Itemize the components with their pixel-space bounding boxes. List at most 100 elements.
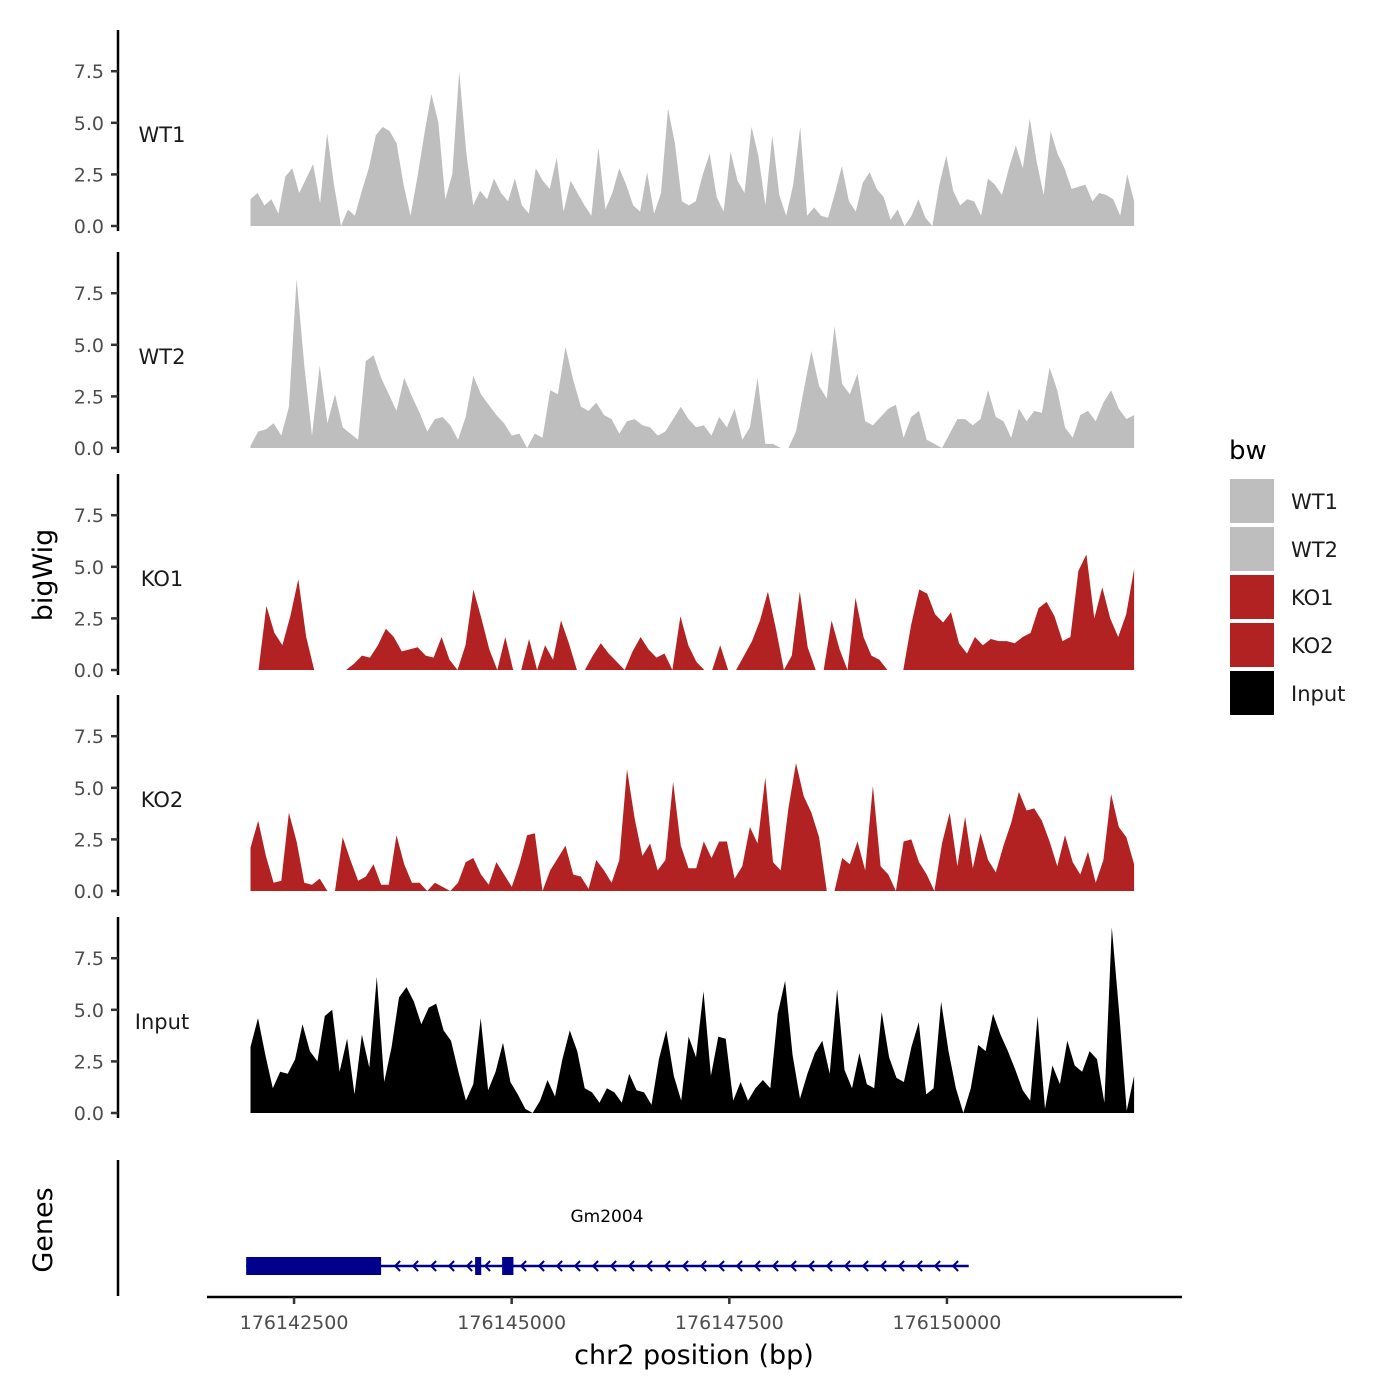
track-label-ko1: KO1: [141, 567, 184, 591]
strand-arrow: [951, 1260, 959, 1272]
y-tick-label: 0.0: [74, 660, 104, 682]
genes-track: Genes Gm2004: [28, 1160, 969, 1296]
coverage-area-input: [250, 927, 1135, 1113]
y-tick-label: 2.5: [74, 1051, 104, 1073]
legend-items: WT1 WT2 KO1 KO2 Input: [1230, 479, 1345, 715]
strand-arrow: [897, 1260, 905, 1272]
strand-arrow: [663, 1260, 671, 1272]
strand-arrow: [825, 1260, 833, 1272]
strand-arrow: [807, 1260, 815, 1272]
strand-arrow: [429, 1260, 437, 1272]
strand-arrow: [465, 1260, 473, 1272]
legend-label: KO2: [1291, 634, 1334, 658]
gene-model-gm2004: [246, 1257, 969, 1275]
strand-arrow: [789, 1260, 797, 1272]
strand-arrow: [519, 1260, 527, 1272]
strand-arrow: [627, 1260, 635, 1272]
y-tick-label: 5.0: [74, 557, 104, 579]
track-ko2: 0.0 2.5 5.0 7.5 KO2: [74, 695, 1135, 903]
legend-item-input: Input: [1230, 671, 1345, 715]
x-tick-label: 176150000: [893, 1312, 1002, 1334]
y-tick-label: 0.0: [74, 1103, 104, 1125]
strand-arrow: [717, 1260, 725, 1272]
y-tick-label: 7.5: [74, 283, 104, 305]
strand-arrow: [843, 1260, 851, 1272]
legend-item-ko2: KO2: [1230, 623, 1334, 667]
gene-exon: [246, 1257, 382, 1275]
legend-swatch: [1230, 623, 1274, 667]
gene-exon: [502, 1257, 514, 1275]
legend-swatch: [1230, 575, 1274, 619]
track-label-wt2: WT2: [139, 345, 186, 369]
y-tick-label: 5.0: [74, 335, 104, 357]
strand-arrow: [537, 1260, 545, 1272]
legend-title: bw: [1229, 436, 1267, 466]
legend-label: WT2: [1291, 538, 1338, 562]
strand-arrow: [681, 1260, 689, 1272]
track-label-wt1: WT1: [139, 123, 186, 147]
y-tick-label: 5.0: [74, 113, 104, 135]
track-label-input: Input: [135, 1010, 189, 1034]
x-tick-label: 176142500: [240, 1312, 349, 1334]
track-ko1: 0.0 2.5 5.0 7.5 KO1: [74, 474, 1135, 682]
y-tick-label: 2.5: [74, 608, 104, 630]
strand-arrow: [879, 1260, 887, 1272]
x-tick-label: 176145000: [457, 1312, 566, 1334]
strand-arrow: [483, 1260, 491, 1272]
legend-item-ko1: KO1: [1230, 575, 1334, 619]
legend-label: KO1: [1291, 586, 1334, 610]
y-tick-label: 0.0: [74, 881, 104, 903]
legend-item-wt2: WT2: [1230, 527, 1338, 571]
strand-arrow: [447, 1260, 455, 1272]
strand-arrow: [735, 1260, 743, 1272]
coverage-tracks: 0.0 2.5 5.0 7.5 WT1 0.0 2.5 5.0 7.5 WT2 0.0 2.5 5.0 7…: [74, 30, 1135, 1125]
strand-arrow: [771, 1260, 779, 1272]
track-wt1: 0.0 2.5 5.0 7.5 WT1: [74, 30, 1135, 238]
strand-arrow: [573, 1260, 581, 1272]
track-input: 0.0 2.5 5.0 7.5 Input: [74, 917, 1135, 1125]
legend-label: Input: [1291, 682, 1345, 706]
y-tick-label: 7.5: [74, 61, 104, 83]
y-tick-label: 5.0: [74, 1000, 104, 1022]
genes-track-title: Genes: [28, 1187, 59, 1272]
gene-name-label: Gm2004: [571, 1207, 644, 1227]
strand-arrow: [609, 1260, 617, 1272]
x-axis: 176142500 176145000 176147500 176150000 chr…: [207, 1295, 1182, 1371]
y-tick-label: 2.5: [74, 164, 104, 186]
strand-arrow: [393, 1260, 401, 1272]
gene-exon: [475, 1257, 482, 1275]
track-label-ko2: KO2: [141, 788, 184, 812]
y-axis-title: bigWig: [28, 529, 59, 622]
y-tick-label: 7.5: [74, 948, 104, 970]
y-tick-label: 0.0: [74, 438, 104, 460]
strand-arrow: [591, 1260, 599, 1272]
legend-swatch: [1230, 671, 1274, 715]
y-tick-label: 0.0: [74, 216, 104, 238]
strand-arrow: [645, 1260, 653, 1272]
coverage-area-wt1: [250, 71, 1135, 226]
strand-arrow: [411, 1260, 419, 1272]
strand-arrow: [915, 1260, 923, 1272]
coverage-area-wt2: [250, 278, 1135, 448]
strand-arrow: [699, 1260, 707, 1272]
legend-label: WT1: [1291, 490, 1338, 514]
x-tick-label: 176147500: [675, 1312, 784, 1334]
legend-swatch: [1230, 479, 1274, 523]
strand-arrow: [753, 1260, 761, 1272]
y-tick-label: 7.5: [74, 726, 104, 748]
legend-swatch: [1230, 527, 1274, 571]
y-tick-label: 7.5: [74, 505, 104, 527]
legend-item-wt1: WT1: [1230, 479, 1338, 523]
strand-arrow: [861, 1260, 869, 1272]
x-axis-title: chr2 position (bp): [574, 1340, 814, 1371]
strand-arrow: [555, 1260, 563, 1272]
y-tick-label: 2.5: [74, 386, 104, 408]
x-axis-ticks: 176142500 176145000 176147500 176150000: [240, 1297, 1002, 1334]
coverage-area-ko2: [250, 763, 1135, 891]
coverage-area-ko1: [250, 554, 1135, 670]
y-tick-label: 2.5: [74, 829, 104, 851]
track-wt2: 0.0 2.5 5.0 7.5 WT2: [74, 252, 1135, 460]
y-tick-label: 5.0: [74, 778, 104, 800]
legend: bw WT1 WT2 KO1 KO2 Input: [1229, 436, 1345, 715]
